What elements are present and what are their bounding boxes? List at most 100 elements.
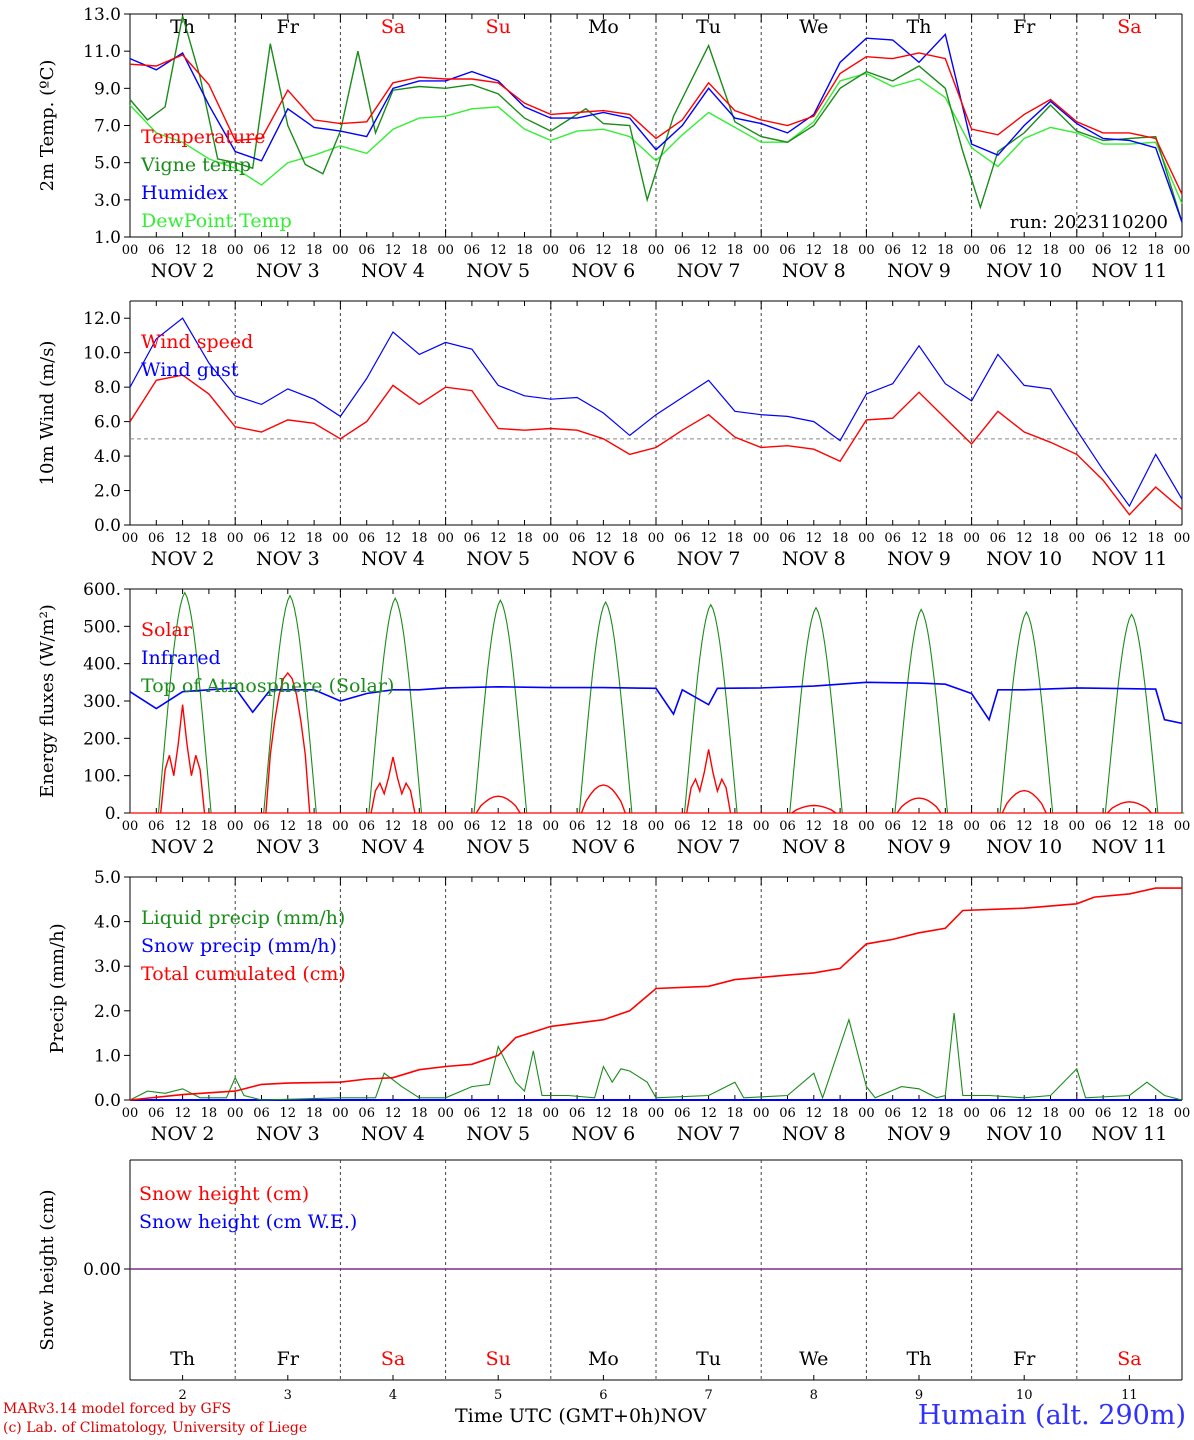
wind-hour-label: 12 — [911, 531, 928, 546]
temp-hour-label: 00 — [963, 243, 980, 258]
liquid-precip-line — [129, 1012, 1183, 1101]
wind-date-label: NOV 7 — [677, 548, 741, 570]
energy-date-label: NOV 4 — [361, 836, 425, 858]
precip-legend-0: Liquid precip (mm/h) — [141, 907, 345, 929]
toa-solar-line — [237, 594, 343, 814]
wind-hour-label: 18 — [937, 531, 954, 546]
energy-hour-label: 06 — [884, 819, 901, 834]
wind-hour-label: 00 — [437, 531, 454, 546]
temp-hour-label: 06 — [884, 243, 901, 258]
energy-hour-label: 12 — [700, 819, 717, 834]
precip-hour-label: 06 — [148, 1106, 165, 1121]
precip-hour-label: 12 — [700, 1106, 717, 1121]
energy-hour-label: 12 — [1016, 819, 1033, 834]
snow-day-label: Sa — [381, 1348, 405, 1370]
temp-date-label: NOV 3 — [256, 260, 320, 282]
precip-hour-label: 12 — [595, 1106, 612, 1121]
energy-hour-label: 00 — [437, 819, 454, 834]
energy-hour-label: 12 — [1121, 819, 1138, 834]
energy-hour-label: 18 — [727, 819, 744, 834]
precip-date-label: NOV 2 — [151, 1123, 215, 1145]
precip-date-label: NOV 6 — [572, 1123, 636, 1145]
energy-hour-label: 00 — [543, 819, 560, 834]
wind-hour-label: 00 — [1174, 531, 1191, 546]
energy-hour-label: 00 — [332, 819, 349, 834]
temp-date-label: NOV 9 — [887, 260, 951, 282]
energy-hour-label: 06 — [464, 819, 481, 834]
precip-date-label: NOV 3 — [256, 1123, 320, 1145]
solar-line — [1001, 789, 1047, 814]
humidex-line — [129, 32, 1183, 223]
wind-hour-label: 00 — [753, 531, 770, 546]
precip-hour-label: 00 — [753, 1106, 770, 1121]
wind-date-label: NOV 9 — [887, 548, 951, 570]
precip-hour-label: 12 — [806, 1106, 823, 1121]
temp-day-label: Th — [170, 16, 195, 38]
precip-date-label: NOV 8 — [782, 1123, 846, 1145]
day-number-label: 6 — [599, 1388, 607, 1403]
energy-hour-label: 00 — [1069, 819, 1086, 834]
precip-hour-label: 06 — [779, 1106, 796, 1121]
temp-ytick-label: 5.0 — [94, 154, 121, 174]
precip-hour-label: 12 — [385, 1106, 402, 1121]
temp-date-label: NOV 8 — [782, 260, 846, 282]
toa-solar-line — [868, 608, 974, 814]
precip-hour-label: 12 — [490, 1106, 507, 1121]
energy-hour-label: 18 — [516, 819, 533, 834]
temp-day-label: Tu — [696, 16, 721, 38]
temp-day-label: Fr — [277, 16, 300, 38]
temp-hour-label: 18 — [1042, 243, 1059, 258]
precip-hour-label: 00 — [543, 1106, 560, 1121]
energy-ytick-label: 100. — [83, 767, 121, 787]
precip-hour-label: 18 — [832, 1106, 849, 1121]
energy-ytick-label: 300. — [83, 692, 121, 712]
day-number-label: 3 — [284, 1388, 292, 1403]
temp-date-label: NOV 10 — [986, 260, 1062, 282]
precip-hour-label: 18 — [201, 1106, 218, 1121]
temp-hour-label: 06 — [779, 243, 796, 258]
precip-hour-label: 00 — [648, 1106, 665, 1121]
precip-hour-label: 12 — [174, 1106, 191, 1121]
solar-line — [475, 795, 521, 814]
temp-hour-label: 12 — [490, 243, 507, 258]
wind-hour-label: 18 — [727, 531, 744, 546]
temp-hour-label: 00 — [543, 243, 560, 258]
solar-line — [370, 756, 416, 814]
wind-hour-label: 12 — [490, 531, 507, 546]
temp-date-label: NOV 5 — [466, 260, 530, 282]
toa-solar-line — [132, 591, 238, 814]
precip-hour-label: 18 — [1042, 1106, 1059, 1121]
precip-date-label: NOV 11 — [1091, 1123, 1167, 1145]
temp-hour-label: 00 — [332, 243, 349, 258]
solar-line — [791, 804, 837, 814]
snow-day-label: Fr — [1013, 1348, 1036, 1370]
precip-date-label: NOV 5 — [466, 1123, 530, 1145]
wind-date-label: NOV 3 — [256, 548, 320, 570]
wind-ytick-label: 4.0 — [94, 447, 121, 467]
wind-hour-label: 18 — [832, 531, 849, 546]
energy-hour-label: 06 — [569, 819, 586, 834]
model-credit: MARv3.14 model forced by GFS — [3, 1401, 232, 1417]
day-number-label: 10 — [1016, 1388, 1033, 1403]
energy-ylabel: Energy fluxes (W/m²) — [37, 604, 58, 798]
precip-hour-label: 06 — [569, 1106, 586, 1121]
energy-legend-0: Solar — [141, 619, 193, 641]
wind-hour-label: 18 — [1042, 531, 1059, 546]
temp-legend-0: Temperature — [141, 126, 265, 148]
wind-hour-label: 18 — [201, 531, 218, 546]
energy-date-label: NOV 9 — [887, 836, 951, 858]
wind-hour-label: 12 — [700, 531, 717, 546]
wind-hour-label: 06 — [674, 531, 691, 546]
energy-hour-label: 00 — [122, 819, 139, 834]
precip-legend-1: Snow precip (mm/h) — [141, 935, 337, 957]
toa-solar-line — [763, 606, 869, 814]
temp-ytick-label: 9.0 — [94, 79, 121, 99]
solar-line — [580, 784, 626, 814]
energy-hour-label: 00 — [858, 819, 875, 834]
solar-line — [686, 749, 732, 814]
energy-hour-label: 06 — [779, 819, 796, 834]
temp-hour-label: 18 — [411, 243, 428, 258]
energy-hour-label: 18 — [1042, 819, 1059, 834]
energy-hour-label: 18 — [621, 819, 638, 834]
